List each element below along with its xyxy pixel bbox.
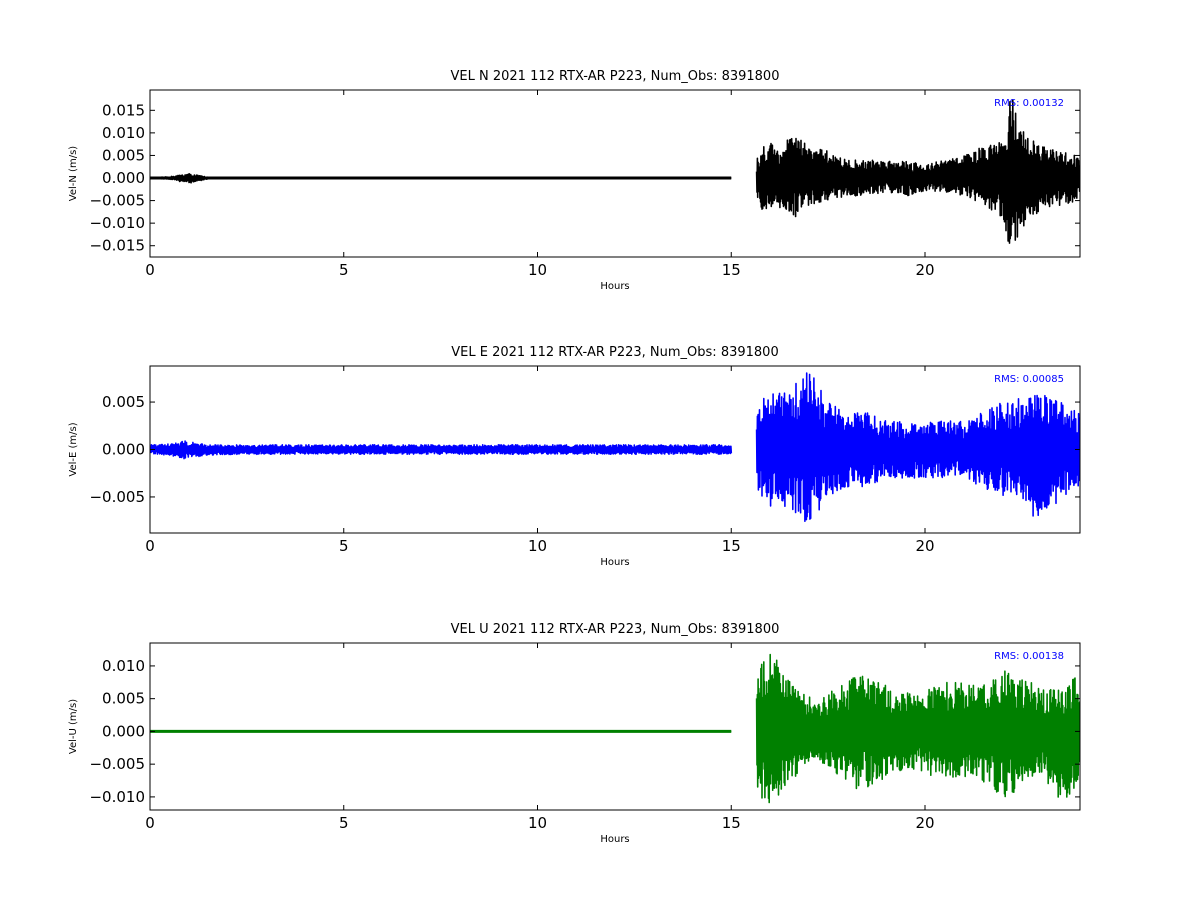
x-tick-label: 0 <box>145 261 155 279</box>
x-tick-label: 15 <box>722 261 741 279</box>
x-tick-label: 20 <box>915 537 934 555</box>
x-tick-label: 20 <box>915 814 934 832</box>
x-tick-label: 20 <box>915 261 934 279</box>
y-tick-label: 0.000 <box>102 441 145 459</box>
x-axis-label: Hours <box>600 834 629 845</box>
panel-up: 0 5 10 15 20 −0.010 −0.005 0.000 0.005 0.010 VEL U… <box>68 622 1081 845</box>
x-tick-label: 5 <box>339 261 349 279</box>
series-line-up <box>150 653 1080 804</box>
y-tick-label: 0.015 <box>102 101 145 119</box>
y-axis-label: Vel-N (m/s) <box>68 146 79 201</box>
rms-annotation: RMS: 0.00085 <box>994 374 1064 385</box>
rms-annotation: RMS: 0.00138 <box>994 651 1064 662</box>
panel-title: VEL U 2021 112 RTX-AR P223, Num_Obs: 839… <box>451 622 780 637</box>
y-tick-label: 0.010 <box>102 657 145 675</box>
y-tick-label: 0.000 <box>102 169 145 187</box>
y-tick-label: 0.005 <box>102 690 145 708</box>
y-tick-label: 0.005 <box>102 146 145 164</box>
x-axis-label: Hours <box>600 281 629 292</box>
x-tick-label: 15 <box>722 814 741 832</box>
panel-title: VEL E 2021 112 RTX-AR P223, Num_Obs: 839… <box>451 345 778 360</box>
x-tick-label: 15 <box>722 537 741 555</box>
x-axis-label: Hours <box>600 557 629 568</box>
y-tick-label: 0.005 <box>102 393 145 411</box>
x-tick-label: 10 <box>528 537 547 555</box>
x-tick-label: 10 <box>528 814 547 832</box>
y-tick-label: −0.015 <box>89 237 145 255</box>
plot-frame <box>149 89 1081 258</box>
panel-east: 0 5 10 15 20 −0.005 0.000 0.005 VEL E 2021 112 R… <box>68 345 1081 568</box>
y-axis-label: Vel-U (m/s) <box>68 699 79 754</box>
panel-title: VEL N 2021 112 RTX-AR P223, Num_Obs: 839… <box>451 69 780 84</box>
y-tick-label: −0.005 <box>89 488 145 506</box>
series-line-east <box>150 372 1080 522</box>
y-tick-label: −0.005 <box>89 755 145 773</box>
x-tick-label: 5 <box>339 814 349 832</box>
rms-annotation: RMS: 0.00132 <box>994 98 1064 109</box>
y-tick-label: 0.010 <box>102 124 145 142</box>
x-tick-label: 0 <box>145 814 155 832</box>
series-line-north <box>150 99 1080 244</box>
panel-north: 0 5 10 15 20 −0.015 −0.010 −0.005 0.000 0.005 0.01… <box>68 69 1081 292</box>
y-axis-label: Vel-E (m/s) <box>68 422 79 476</box>
y-tick-label: 0.000 <box>102 722 145 740</box>
x-tick-label: 5 <box>339 537 349 555</box>
y-tick-label: −0.010 <box>89 214 145 232</box>
plot-frame <box>149 642 1081 811</box>
x-tick-label: 10 <box>528 261 547 279</box>
x-tick-label: 0 <box>145 537 155 555</box>
y-tick-label: −0.010 <box>89 788 145 806</box>
y-tick-label: −0.005 <box>89 192 145 210</box>
